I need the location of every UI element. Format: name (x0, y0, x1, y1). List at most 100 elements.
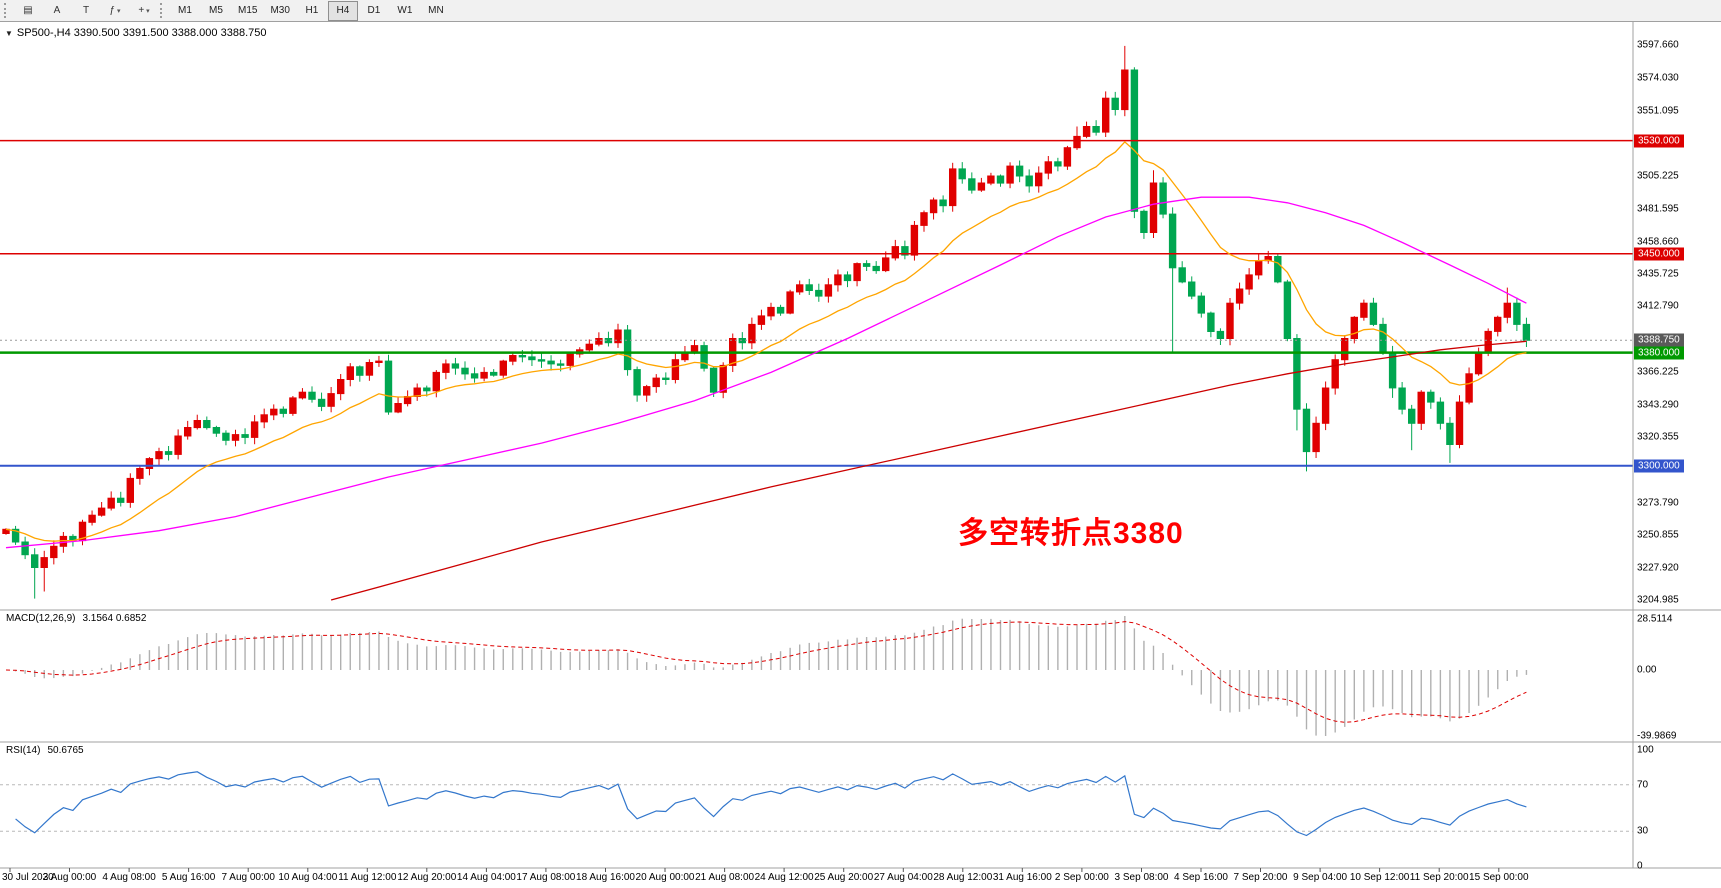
candle-body (21, 541, 29, 556)
candle-body (1417, 391, 1425, 424)
candle-body (107, 497, 115, 509)
candle-body (1188, 281, 1196, 297)
dropdown-arrow-icon: ▾ (117, 7, 121, 15)
type-tool-button-glyph: T (82, 5, 90, 16)
candle-body (824, 284, 833, 297)
candle-body (929, 199, 938, 214)
candle-body (117, 497, 125, 503)
candle-body (1427, 391, 1435, 403)
candle-body (843, 274, 852, 282)
time-axis[interactable] (0, 868, 1721, 888)
candle-body (432, 371, 441, 392)
candle-body (1293, 338, 1301, 410)
candle-body (1035, 172, 1043, 187)
candle-body (920, 212, 928, 226)
timeframe-button-w1[interactable]: W1 (397, 5, 413, 16)
candle-body (337, 379, 345, 395)
candle-body (461, 367, 469, 375)
candle-body (882, 257, 890, 272)
candle-body (987, 175, 995, 184)
objects-button[interactable]: + ▾ (130, 1, 158, 21)
candle-body (346, 366, 355, 380)
candle-body (509, 355, 517, 362)
candle-body (528, 356, 536, 361)
candle-body (145, 458, 154, 470)
candle-body (1140, 210, 1148, 234)
candle-body (1474, 352, 1483, 375)
candle-body (547, 360, 555, 365)
candle-body (796, 284, 804, 293)
candle-body (1494, 316, 1502, 332)
candle-body (1111, 97, 1119, 110)
candle-body (470, 373, 479, 379)
candle-body (212, 427, 221, 434)
candle-body (709, 367, 718, 393)
candle-body (623, 329, 632, 371)
candle-body (652, 377, 660, 388)
candle-body (585, 343, 593, 351)
candle-body (1121, 69, 1129, 111)
price-axis[interactable] (1633, 22, 1721, 868)
timeframe-button-h4[interactable]: H4 (327, 0, 358, 21)
candle-body (451, 363, 460, 369)
candle-body (308, 391, 316, 400)
candle-body (384, 360, 393, 413)
candle-body (1350, 316, 1358, 339)
candle-body (1321, 387, 1330, 424)
candle-body (1503, 302, 1511, 318)
candle-body (662, 377, 670, 381)
candle-body (394, 403, 402, 413)
candle-body (40, 557, 48, 568)
candle-body (518, 355, 527, 358)
candle-body (633, 369, 641, 396)
timeframe-button-mn[interactable]: MN (428, 5, 444, 16)
timeframe-button-d1[interactable]: D1 (367, 5, 381, 16)
toolbar-grip[interactable] (4, 3, 10, 18)
timeframe-button-m1[interactable]: M1 (178, 5, 192, 16)
ma-mid-line (5, 196, 1527, 549)
candle-body (31, 554, 39, 568)
candle-body (136, 468, 144, 479)
timeframe-button-h1[interactable]: H1 (305, 5, 319, 16)
candle-body (949, 168, 957, 207)
candle-body (996, 175, 1005, 184)
candle-body (748, 323, 756, 344)
candle-body (1436, 401, 1445, 424)
candle-body (1216, 330, 1225, 339)
candle-body (1302, 408, 1311, 453)
candle-body (1274, 256, 1282, 283)
annotate-text-button[interactable]: A (43, 1, 71, 21)
candle-body (97, 507, 106, 516)
candle-body (643, 386, 651, 396)
candle-body (556, 363, 565, 366)
candle-body (250, 421, 259, 438)
dropdown-arrow-icon: ▾ (146, 7, 150, 15)
chart-window-icon-button[interactable]: ▤ (14, 1, 42, 21)
candle-body (862, 263, 871, 267)
candle-body (910, 224, 919, 256)
candle-body (1408, 408, 1416, 424)
timeframe-button-m30[interactable]: M30 (270, 5, 290, 16)
candle-body (1388, 352, 1397, 389)
candle-body (1006, 165, 1014, 184)
candle-body (671, 359, 680, 381)
candle-body (1513, 302, 1521, 325)
timeframe-button-m5[interactable]: M5 (209, 5, 223, 16)
candle-body (891, 246, 899, 259)
candle-body (968, 178, 976, 191)
candle-body (901, 246, 909, 256)
candle-body (126, 477, 134, 503)
candle-body (1082, 126, 1091, 137)
indicators-button[interactable]: ƒ ▾ (101, 1, 129, 21)
candle-body (786, 291, 794, 314)
toolbar-grip-2[interactable] (160, 3, 166, 18)
candle-body (279, 408, 288, 414)
candle-body (614, 329, 622, 344)
candle-body (365, 362, 374, 376)
candle-body (423, 387, 431, 392)
timeframe-button-m15[interactable]: M15 (238, 5, 258, 16)
type-tool-button[interactable]: T (72, 1, 100, 21)
candle-body (260, 414, 268, 423)
candle-body (958, 168, 966, 180)
